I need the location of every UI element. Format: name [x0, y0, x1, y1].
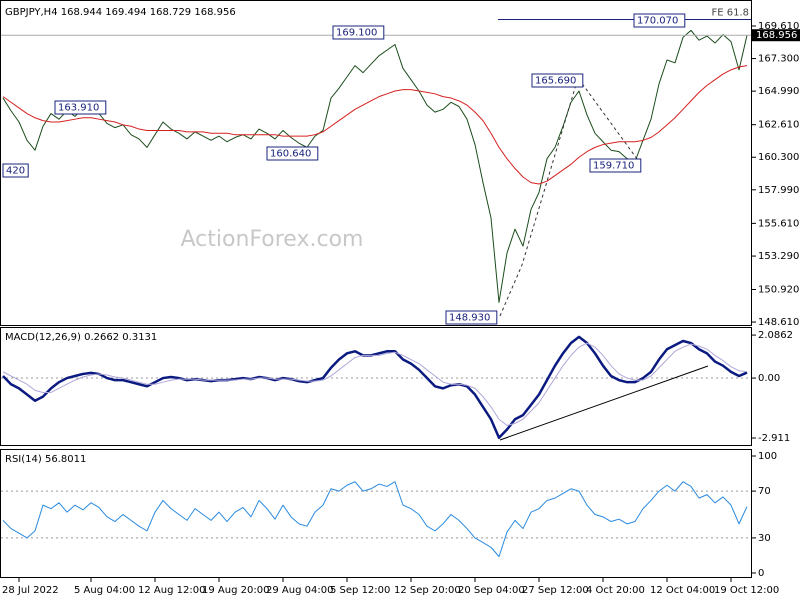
- x-tick-label: 4 Oct 20:00: [586, 585, 645, 596]
- annotation-box: [445, 310, 498, 325]
- fe-label: FE 61.8: [711, 8, 749, 19]
- annotation-box: [54, 100, 107, 115]
- macd-title: MACD(12,26,9) 0.2662 0.3131: [5, 332, 157, 343]
- annotation-box: [531, 73, 584, 88]
- watermark: ActionForex.com: [181, 227, 364, 252]
- rsi-panel: [0, 449, 752, 578]
- annotation-label: 160.640: [270, 149, 311, 160]
- y-tick-label: 155.610: [758, 218, 799, 229]
- x-tick-label: 19 Aug 20:00: [202, 585, 269, 596]
- x-tick-label: 29 Aug 04:00: [266, 585, 333, 596]
- y-tick-label: -2.911: [758, 433, 790, 444]
- y-tick-label: 164.990: [758, 86, 799, 97]
- y-tick-label: 160.300: [758, 152, 799, 163]
- y-tick-label: 153.290: [758, 251, 799, 262]
- price-title: GBPJPY,H4 168.944 169.494 168.729 168.95…: [5, 7, 236, 18]
- annotation-label: 163.910: [58, 103, 99, 114]
- x-tick-label: 12 Sep 20:00: [394, 585, 461, 596]
- y-tick-label: 150.920: [758, 284, 799, 295]
- y-tick-label: 100: [758, 451, 777, 462]
- series-line: [2, 65, 748, 185]
- series-line: [2, 29, 748, 303]
- price-panel: [0, 0, 752, 326]
- current-price-box: [752, 29, 800, 42]
- annotation-label: 420: [6, 166, 25, 177]
- x-tick-label: 20 Sep 04:00: [458, 585, 525, 596]
- x-tick-label: 5 Sep 12:00: [330, 585, 390, 596]
- rsi-title: RSI(14) 56.8011: [5, 454, 86, 465]
- annotation-box: [633, 13, 686, 28]
- y-tick-label: 169.610: [758, 21, 799, 32]
- annotation-box: [2, 163, 29, 178]
- x-tick-label: 27 Sep 12:00: [522, 585, 589, 596]
- x-tick-label: 12 Oct 04:00: [650, 585, 715, 596]
- annotation-label: 148.930: [449, 313, 490, 324]
- series-line: [2, 342, 748, 426]
- series-line: [2, 481, 748, 558]
- y-tick-label: 0.00: [758, 373, 780, 384]
- current-price-label: 168.956: [756, 30, 797, 41]
- y-tick-label: 162.610: [758, 120, 799, 131]
- annotation-label: 159.710: [593, 161, 634, 172]
- annotation-label: 170.070: [637, 16, 678, 27]
- macd-trendline: [499, 365, 709, 441]
- y-tick-label: 0: [758, 568, 764, 579]
- x-tick-label: 12 Aug 12:00: [138, 585, 205, 596]
- x-tick-label: 28 Jul 2022: [2, 585, 59, 596]
- series-line: [2, 335, 748, 440]
- y-tick-label: 70: [758, 486, 771, 497]
- x-tick-label: 5 Aug 04:00: [74, 585, 135, 596]
- y-tick-label: 148.610: [758, 317, 799, 328]
- y-tick-label: 167.300: [758, 54, 799, 65]
- macd-panel: [0, 327, 752, 446]
- annotation-box: [266, 146, 319, 161]
- y-tick-label: 30: [758, 533, 771, 544]
- y-tick-label: 2.0862: [758, 330, 793, 341]
- annotation-box: [332, 25, 385, 40]
- x-tick-label: 19 Oct 12:00: [714, 585, 779, 596]
- annotation-label: 165.690: [535, 76, 576, 87]
- annotation-label: 169.100: [336, 28, 377, 39]
- y-tick-label: 157.990: [758, 185, 799, 196]
- annotation-box: [589, 158, 642, 173]
